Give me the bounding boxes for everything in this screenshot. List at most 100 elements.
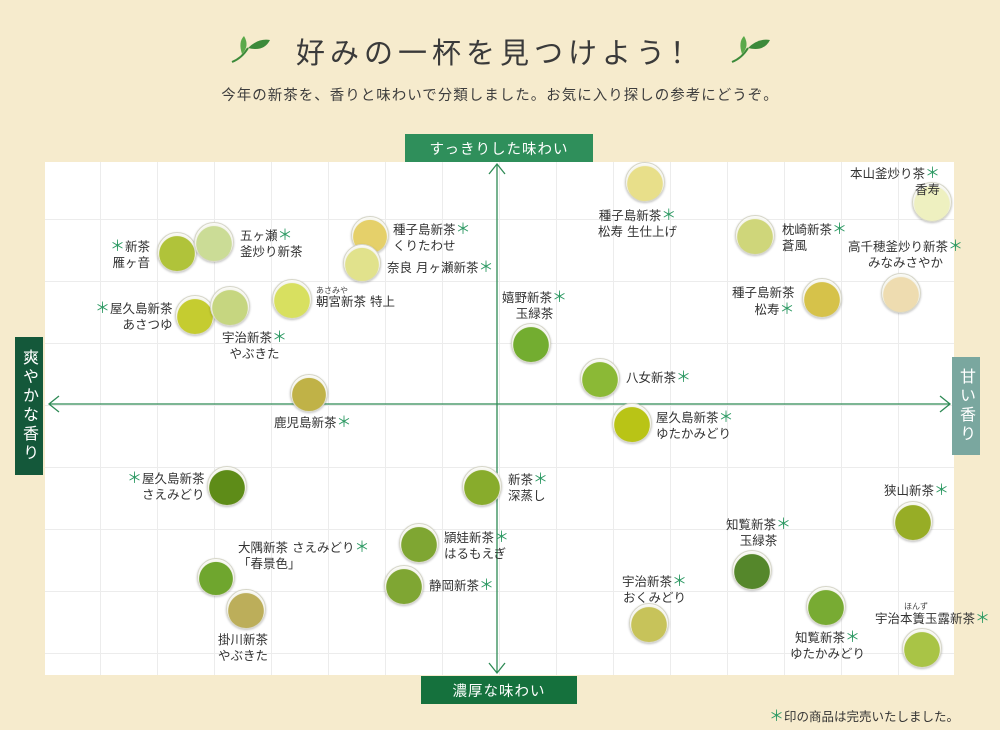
tea-name-text: さえみどり xyxy=(142,487,205,502)
asterisk-icon: ＊ xyxy=(661,206,677,224)
tea-cup-gokase[interactable] xyxy=(194,222,234,262)
tea-label-line: おくみどり xyxy=(622,590,687,606)
asterisk-icon: ＊ xyxy=(272,328,288,346)
tea-name-text: 深蒸し xyxy=(508,488,546,503)
tea-label-line: 新茶＊ xyxy=(508,471,548,488)
asterisk-icon: ＊ xyxy=(127,469,143,487)
asterisk-icon: ＊ xyxy=(336,413,352,431)
right-arrow-icon xyxy=(939,395,952,413)
asterisk-icon: ＊ xyxy=(455,220,471,238)
asterisk-icon: ＊ xyxy=(277,226,293,244)
tea-label-line: 本山釜炒り茶＊ xyxy=(850,165,940,182)
tea-cup-eiwa[interactable] xyxy=(399,523,439,563)
title-text: 好みの一杯を見つけよう！ xyxy=(295,36,704,70)
tea-cup-sayama[interactable] xyxy=(893,501,933,541)
tea-cup-makurazaki[interactable] xyxy=(735,215,775,255)
axis-lines xyxy=(47,162,952,675)
tea-label-line: 深蒸し xyxy=(508,488,548,504)
asterisk-icon: ＊ xyxy=(925,164,941,182)
tea-label-line: 鹿児島新茶＊ xyxy=(274,414,352,431)
tea-label-kakegawa: 掛川新茶 やぶきた xyxy=(218,632,268,664)
tea-name-text: 知覧新茶 xyxy=(726,517,777,532)
tea-label-line: やぶきた xyxy=(218,648,268,664)
tea-cup-shincha-kariganeon[interactable] xyxy=(157,232,197,272)
tea-label-line: 玉緑茶 xyxy=(726,533,791,549)
tea-label-line: 雁ヶ音 xyxy=(110,255,151,271)
tea-cup-kakegawa[interactable] xyxy=(226,589,266,629)
tea-label-hon-yama: 本山釜炒り茶＊ 香寿 xyxy=(850,165,940,198)
tea-cup-hon-yama[interactable] xyxy=(912,182,952,222)
tea-label-asamiya: 朝宮新茶 特上 xyxy=(316,294,395,310)
tea-cup-yame[interactable] xyxy=(580,358,620,398)
tea-name-text: 松寿 xyxy=(754,302,780,317)
asterisk-icon: ＊ xyxy=(779,300,795,318)
tea-label-tanegashima-kuri: 種子島新茶＊ くりたわせ xyxy=(393,221,471,254)
tea-name-text: ゆたかみどり xyxy=(656,426,732,441)
asterisk-icon: ＊ xyxy=(533,470,549,488)
tea-name-text: 屋久島新茶 xyxy=(110,301,173,316)
asterisk-icon: ＊ xyxy=(354,538,370,556)
tea-cup-yakushima-saemidori[interactable] xyxy=(207,466,247,506)
ruby-reading: ほんず xyxy=(904,602,928,611)
tea-label-takachiho: 高千穂釜炒り新茶＊ みなみさやか xyxy=(848,238,963,271)
tea-label-eiwa: 頴娃新茶＊ はるもえぎ xyxy=(444,529,509,562)
asterisk-icon: ＊ xyxy=(479,576,495,594)
tea-cup-yakushima-yutaka[interactable] xyxy=(612,403,652,443)
asterisk-icon: ＊ xyxy=(672,572,688,590)
tea-label-line: 松寿 生仕上げ xyxy=(598,224,677,240)
tea-cup-shincha-fukamushi[interactable] xyxy=(462,466,502,506)
tea-cup-tanegashima-seijo[interactable] xyxy=(625,162,665,202)
tea-cup-takachiho[interactable] xyxy=(881,273,921,313)
tea-name-text: 大隅新茶 さえみどり xyxy=(238,540,355,555)
tea-label-yakushima-asatsuyu: ＊屋久島新茶 あさつゆ xyxy=(95,300,173,333)
tea-cup-uji-yabukita[interactable] xyxy=(210,286,250,326)
tea-label-yakushima-yutaka: 屋久島新茶＊ ゆたかみどり xyxy=(656,409,734,442)
asterisk-icon: ＊ xyxy=(478,258,494,276)
tea-name-text: はるもえぎ xyxy=(444,546,507,561)
tea-name-text: 静岡新茶 xyxy=(429,578,480,593)
tea-name-text: 新茶 xyxy=(125,239,151,254)
subtitle: 今年の新茶を、香りと味わいで分類しました。お気に入り探しの参考にどうぞ。 xyxy=(221,88,779,104)
tea-label-line: くりたわせ xyxy=(393,238,471,254)
tea-name-text: 知覧新茶 xyxy=(794,630,845,645)
tea-cup-nara[interactable] xyxy=(343,244,381,282)
left-arrow-icon xyxy=(47,395,60,413)
tea-label-line: 玉緑茶 xyxy=(502,306,567,322)
tea-label-line: 五ヶ瀬＊ xyxy=(240,227,303,244)
ruby-reading: あさみや xyxy=(316,286,348,295)
tea-label-line: あさつゆ xyxy=(95,317,173,333)
tea-cup-ureshino[interactable] xyxy=(511,323,551,363)
tea-name-text: 香寿 xyxy=(915,182,941,197)
tea-label-ureshino: 嬉野新茶＊ 玉緑茶 xyxy=(502,289,567,322)
tea-label-line: さえみどり xyxy=(127,487,205,503)
asterisk-icon: ＊ xyxy=(776,515,792,533)
tea-name-text: やぶきた xyxy=(229,346,280,361)
tea-label-line: ゆたかみどり xyxy=(656,426,734,442)
tea-name-text: 雁ヶ音 xyxy=(112,255,151,270)
tea-name-text: 高千穂釜炒り新茶 xyxy=(848,239,949,254)
tea-cup-uji-hontamagyokuro[interactable] xyxy=(902,628,942,668)
tea-cup-osumi[interactable] xyxy=(197,558,235,596)
tea-name-text: 頴娃新茶 xyxy=(444,530,495,545)
tea-cup-yakushima-asatsuyu[interactable] xyxy=(175,295,215,335)
tea-label-line: 知覧新茶＊ xyxy=(726,516,791,533)
tea-name-text: 松寿 生仕上げ xyxy=(598,224,677,239)
asterisk-icon: ＊ xyxy=(676,368,692,386)
tea-cup-uji-okumidori[interactable] xyxy=(629,603,669,643)
tea-cup-shizuoka[interactable] xyxy=(384,565,424,605)
tea-cup-chiran-tamaryokucha[interactable] xyxy=(732,550,772,590)
tea-cup-asamiya[interactable] xyxy=(272,279,312,319)
tea-name-text: あさつゆ xyxy=(122,317,173,332)
tea-cup-tanegashima-shoju[interactable] xyxy=(802,278,842,318)
tea-label-shizuoka: 静岡新茶＊ xyxy=(429,577,494,594)
tea-cup-kagoshima[interactable] xyxy=(290,374,328,412)
tea-label-line: 八女新茶＊ xyxy=(626,369,691,386)
tea-label-line: 嬉野新茶＊ xyxy=(502,289,567,306)
tea-name-text: 枕崎新茶 xyxy=(782,222,833,237)
tea-label-gokase: 五ヶ瀬＊ 釜炒り新茶 xyxy=(240,227,303,260)
sold-out-note-text: 印の商品は完売いたしました。 xyxy=(784,709,960,724)
tea-name-text: 新茶 xyxy=(508,472,534,487)
tea-label-line: 大隅新茶 さえみどり＊ xyxy=(238,539,370,556)
tea-name-text: 嬉野新茶 xyxy=(502,290,553,305)
tea-cup-chiran-yutaka[interactable] xyxy=(806,586,846,626)
